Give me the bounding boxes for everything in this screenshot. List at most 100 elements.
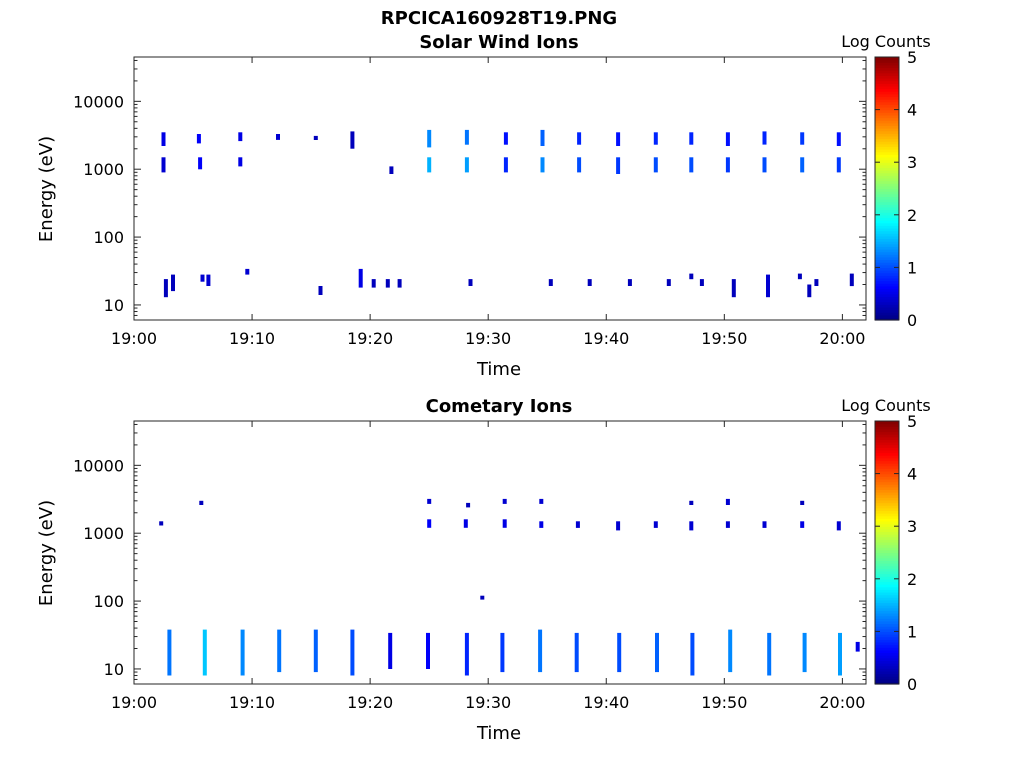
- y-axis: 10 100 1000 10000: [73, 423, 866, 685]
- colorbar-segment: [875, 183, 899, 187]
- colorbar-segment: [875, 655, 899, 659]
- colorbar-segment: [875, 151, 899, 155]
- colorbar-segment: [875, 57, 899, 61]
- colorbar-segment: [875, 209, 899, 213]
- data-cell: [617, 632, 622, 673]
- colorbar-segment: [875, 584, 899, 588]
- colorbar-segment: [875, 172, 899, 176]
- data-cell: [577, 157, 582, 173]
- colorbar-segment: [875, 251, 899, 255]
- plot-frame: [133, 420, 867, 685]
- data-cell: [587, 279, 592, 286]
- colorbar-segment: [875, 220, 899, 224]
- data-cell: [464, 632, 469, 676]
- colorbar-segment: [875, 170, 899, 174]
- colorbar-segment: [875, 83, 899, 87]
- x-tick-label: 19:40: [583, 693, 629, 712]
- data-cell: [762, 131, 767, 145]
- data-cell: [502, 519, 507, 528]
- data-cell: [427, 519, 432, 528]
- x-axis: 19:00 19:10 19:20 19:30 19:40 19:50 20:00: [111, 57, 865, 348]
- colorbar-segment: [875, 610, 899, 614]
- colorbar-segment: [875, 225, 899, 229]
- data-cell: [766, 274, 770, 298]
- colorbar-segment: [875, 75, 899, 79]
- data-cell: [699, 279, 704, 286]
- colorbar-segment: [875, 634, 899, 638]
- data-cell: [577, 132, 582, 145]
- data-cell: [731, 279, 736, 298]
- data-cell: [689, 500, 694, 505]
- colorbar-segment: [875, 317, 899, 321]
- data-cell: [238, 157, 243, 167]
- colorbar-segment: [875, 188, 899, 192]
- y-axis-label: Energy (eV): [36, 500, 57, 606]
- colorbar-segment: [875, 581, 899, 585]
- colorbar-segment: [875, 288, 899, 292]
- colorbar-segment: [875, 59, 899, 63]
- data-cell: [388, 632, 393, 669]
- data-cell: [849, 273, 854, 287]
- data-cell: [480, 595, 485, 600]
- colorbar-segment: [875, 499, 899, 504]
- data-cell: [653, 521, 658, 528]
- colorbar-segment: [875, 444, 899, 448]
- colorbar-segment: [875, 104, 899, 108]
- colorbar-segment: [875, 520, 899, 525]
- colorbar-tick-label: 0: [907, 675, 917, 694]
- colorbar-segment: [875, 256, 899, 261]
- colorbar-segment: [875, 298, 899, 303]
- plot-frame: [133, 56, 867, 321]
- colorbar-segment: [875, 162, 899, 166]
- colorbar-segment: [875, 146, 899, 150]
- y-tick-label: 10: [104, 296, 124, 315]
- colorbar-segment: [875, 505, 899, 509]
- x-tick-label: 19:50: [701, 693, 747, 712]
- data-cell: [371, 279, 376, 288]
- colorbar-segment: [875, 470, 899, 475]
- colorbar-segment: [875, 673, 899, 677]
- colorbar-segment: [875, 423, 899, 427]
- data-cell: [468, 279, 473, 286]
- data-cell: [466, 502, 471, 508]
- data-cell: [464, 129, 469, 145]
- colorbar-segment: [875, 259, 899, 263]
- data-cell: [389, 166, 394, 174]
- colorbar-segment: [875, 549, 899, 554]
- colorbar-segment: [875, 552, 899, 556]
- colorbar-segment: [875, 681, 899, 685]
- colorbar-frame: [874, 420, 900, 685]
- data-cell: [575, 521, 580, 528]
- colorbar-segment: [875, 489, 899, 493]
- colorbar-segment: [875, 599, 899, 604]
- colorbar-tick-label: 4: [907, 465, 917, 484]
- data-cell: [539, 521, 544, 528]
- y-axis-label: Energy (eV): [36, 136, 57, 242]
- colorbar-segment: [875, 660, 899, 664]
- colorbar-segment: [875, 586, 899, 590]
- colorbar-segment: [875, 476, 899, 480]
- colorbar-segment: [875, 618, 899, 622]
- colorbar-tick-label: 1: [907, 622, 917, 641]
- colorbar-segment: [875, 201, 899, 205]
- colorbar-segment: [875, 78, 899, 82]
- colorbar-segment: [875, 120, 899, 124]
- colorbar-segment: [875, 565, 899, 569]
- colorbar-segment: [875, 623, 899, 627]
- colorbar-segment: [875, 227, 899, 232]
- colorbar-segment: [875, 109, 899, 113]
- colorbar-segment: [875, 296, 899, 300]
- colorbar-segment: [875, 678, 899, 682]
- colorbar-segment: [875, 112, 899, 116]
- data-cell: [358, 268, 363, 288]
- colorbar-segment: [875, 570, 899, 575]
- colorbar-segment: [875, 473, 899, 477]
- data-cell: [836, 521, 841, 531]
- colorbar-tick-label: 1: [907, 258, 917, 277]
- solar-wind-ions-panel: Solar Wind Ions 19:00 19:10 19:20 19:30 19:4…: [36, 32, 931, 380]
- data-cell: [836, 132, 841, 146]
- data-cell: [202, 629, 207, 676]
- data-cell: [689, 273, 694, 280]
- data-cell: [728, 629, 733, 673]
- colorbar-segment: [875, 557, 899, 561]
